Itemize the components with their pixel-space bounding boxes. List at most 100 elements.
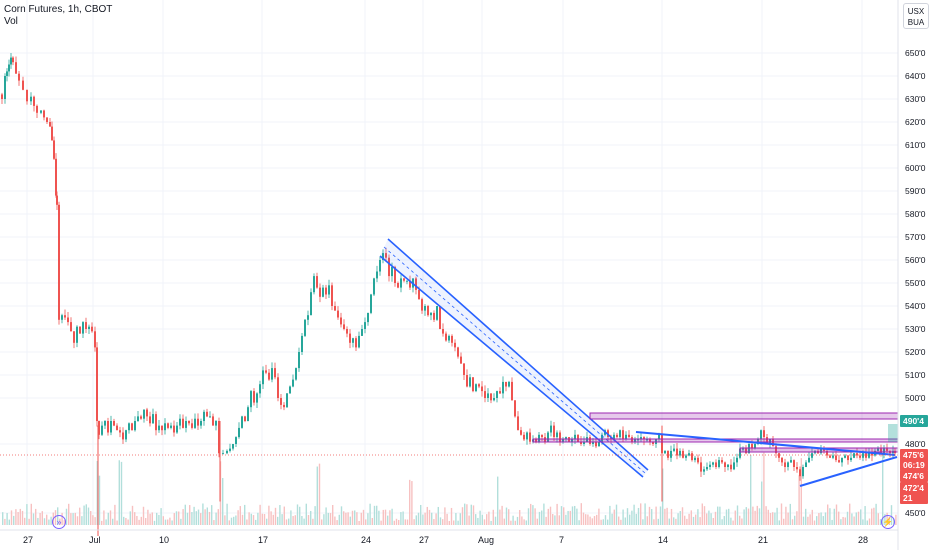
candle-body	[36, 105, 38, 113]
volume-bar	[536, 518, 538, 525]
volume-bar	[380, 520, 382, 525]
volume-bar	[838, 511, 840, 525]
volume-bar	[457, 520, 459, 525]
volume-bar	[37, 517, 39, 525]
volume-bar	[406, 519, 409, 525]
volume-bar	[142, 506, 145, 525]
volume-bar	[323, 514, 325, 525]
channel-lower-line	[379, 255, 644, 478]
candle-body	[709, 464, 711, 467]
volume-bar	[15, 509, 17, 525]
candle-body	[877, 448, 879, 451]
price-axis-label: 640'0	[905, 71, 926, 81]
volume-bar	[448, 520, 450, 525]
volume-bar	[114, 504, 116, 525]
volume-bar	[208, 511, 211, 525]
candle-body	[328, 285, 330, 295]
candle-body	[194, 418, 196, 428]
time-axis-label: 27	[419, 535, 429, 545]
candle-body	[700, 462, 702, 472]
volume-bar	[655, 506, 657, 525]
candle-body	[400, 278, 402, 288]
volume-bar	[439, 517, 442, 525]
channel-upper-line	[387, 238, 649, 471]
goto-realtime-icon[interactable]: »	[52, 515, 66, 529]
volume-bar	[356, 512, 358, 525]
volume-bar	[90, 511, 92, 525]
volume-bar	[48, 519, 50, 525]
candle-body	[373, 278, 375, 295]
candle-body	[457, 347, 459, 357]
candle-body	[73, 331, 75, 343]
candle-body	[601, 434, 603, 442]
candle-body	[550, 425, 552, 433]
candle-body	[685, 455, 687, 458]
volume-bar	[140, 516, 142, 525]
volume-bar	[549, 506, 552, 525]
candle-body	[4, 76, 6, 99]
volume-bar	[620, 519, 622, 525]
volume-bar	[879, 519, 882, 525]
volume-bar	[151, 512, 153, 525]
volume-bar	[530, 503, 532, 525]
volume-bar	[657, 518, 659, 525]
volume-bar	[351, 510, 354, 525]
currency-unit-button[interactable]: USX BUA	[903, 3, 929, 29]
volume-bar	[153, 520, 156, 525]
volume-bar	[596, 514, 598, 525]
volume-bar	[714, 511, 717, 525]
volume-bar	[747, 508, 750, 525]
currency-line-2: BUA	[907, 18, 925, 27]
symbol-title[interactable]: Corn Futures, 1h, CBOT	[4, 4, 113, 15]
candle-body	[493, 398, 495, 401]
volume-bar	[294, 515, 296, 525]
candle-body	[310, 292, 312, 316]
volume-bar	[138, 519, 140, 525]
volume-bar	[624, 517, 626, 525]
candle-body	[424, 306, 426, 311]
volume-bar	[123, 516, 125, 525]
candle-body	[247, 407, 249, 421]
candle-body	[415, 278, 417, 290]
volume-bar	[420, 504, 422, 525]
lightning-icon[interactable]: ⚡	[881, 515, 895, 529]
candle-body	[565, 437, 567, 440]
candle-body	[589, 437, 591, 444]
volume-bar	[257, 512, 259, 525]
volume-bar	[600, 519, 602, 525]
candle-body	[61, 315, 63, 320]
volume-bar	[833, 508, 835, 525]
candle-body	[250, 391, 252, 408]
volume-bar	[648, 506, 651, 525]
candle-body	[736, 457, 738, 463]
volume-bar	[739, 515, 741, 525]
volume-bar	[120, 461, 123, 525]
volume-bar	[732, 520, 734, 525]
candle-body	[667, 450, 669, 458]
candle-body	[676, 448, 678, 456]
volume-label[interactable]: Vol	[4, 16, 18, 27]
volume-bar	[519, 510, 521, 525]
volume-bar	[728, 508, 730, 525]
volume-bar	[387, 515, 389, 525]
candle-body	[361, 329, 363, 336]
candle-body	[727, 464, 729, 467]
volume-bar	[497, 476, 499, 525]
candle-body	[58, 204, 60, 320]
volume-bar	[686, 518, 688, 525]
time-axis-label: 7	[559, 535, 564, 545]
candle-body	[505, 381, 507, 387]
volume-bar	[492, 509, 494, 525]
volume-bar	[673, 517, 675, 525]
volume-bar	[780, 503, 783, 525]
candle-body	[535, 439, 537, 442]
volume-bar	[521, 516, 523, 525]
price-axis-label: 540'0	[905, 301, 926, 311]
volume-bar	[857, 511, 860, 525]
volume-bar	[508, 509, 510, 525]
volume-bar	[798, 475, 800, 525]
volume-bar	[235, 515, 237, 525]
volume-bar	[796, 511, 798, 525]
